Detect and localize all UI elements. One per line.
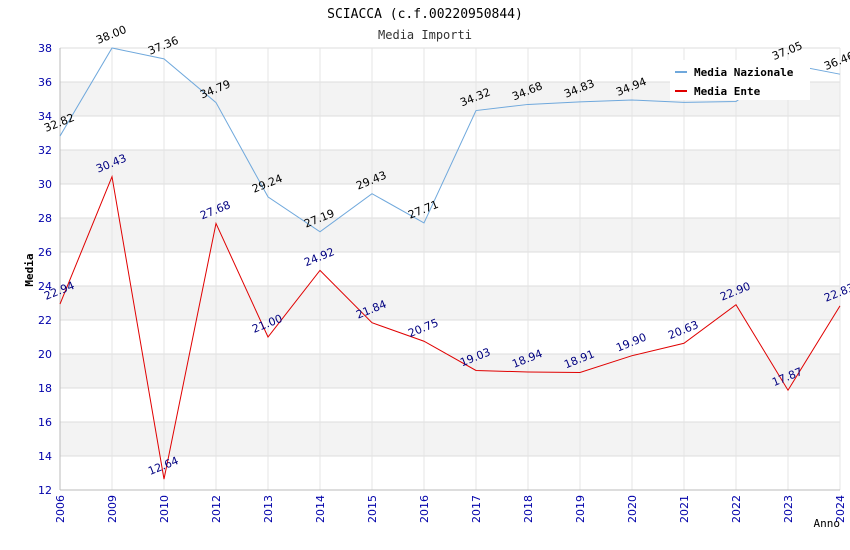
y-tick-label: 12	[38, 484, 52, 497]
x-tick-label: 2009	[106, 495, 119, 523]
y-tick-label: 30	[38, 178, 52, 191]
x-axis-label: Anno	[814, 517, 841, 530]
x-tick-label: 2012	[210, 495, 223, 523]
data-label: 20.63	[666, 318, 700, 342]
x-tick-label: 2018	[522, 495, 535, 523]
x-tick-label: 2016	[418, 495, 431, 523]
data-label: 36.46	[822, 49, 850, 73]
x-tick-label: 2015	[366, 495, 379, 523]
data-label: 38.00	[94, 23, 128, 47]
y-tick-label: 32	[38, 144, 52, 157]
y-tick-label: 26	[38, 246, 52, 259]
y-tick-label: 38	[38, 42, 52, 55]
chart-title: SCIACCA (c.f.00220950844)	[327, 7, 523, 22]
grid-band	[60, 354, 840, 388]
legend-entry: Media Ente	[694, 85, 761, 98]
data-label: 37.05	[770, 39, 804, 63]
legend-box	[670, 60, 810, 100]
data-label: 37.36	[146, 34, 180, 58]
grid-band	[60, 286, 840, 320]
x-tick-labels: 2006 2009 2010 2012 2013 2014 2015 2016 2017 2018…	[54, 495, 847, 523]
x-tick-label: 2019	[574, 495, 587, 523]
x-tick-label: 2020	[626, 495, 639, 523]
x-tick-label: 2022	[730, 495, 743, 523]
grid-lines	[59, 47, 841, 491]
y-tick-label: 24	[38, 280, 52, 293]
y-axis-label: Media	[23, 253, 36, 286]
y-tick-label: 22	[38, 314, 52, 327]
grid-band	[60, 218, 840, 252]
x-tick-label: 2013	[262, 495, 275, 523]
grid-bands	[60, 82, 840, 456]
chart-subtitle: Media Importi	[378, 28, 472, 42]
series-line-media-ente	[59, 174, 841, 480]
x-tick-label: 2017	[470, 495, 483, 523]
y-tick-labels: 12 14 16 18 20 22 24 26 28 30 32 34 36 38	[38, 42, 52, 497]
y-tick-label: 20	[38, 348, 52, 361]
x-tick-label: 2023	[782, 495, 795, 523]
x-tick-label: 2014	[314, 495, 327, 523]
y-tick-label: 16	[38, 416, 52, 429]
y-tick-label: 34	[38, 110, 52, 123]
series-line-media-nazionale	[59, 47, 841, 233]
data-label: 19.90	[614, 331, 648, 355]
y-tick-label: 18	[38, 382, 52, 395]
x-tick-label: 2010	[158, 495, 171, 523]
x-tick-label: 2021	[678, 495, 691, 523]
series-lines	[59, 47, 841, 480]
y-tick-label: 36	[38, 76, 52, 89]
legend: Media Nazionale Media Ente	[670, 60, 810, 100]
y-tick-label: 14	[38, 450, 52, 463]
x-tick-label: 2006	[54, 495, 67, 523]
x-tick-label: 2024	[834, 495, 847, 523]
y-tick-label: 28	[38, 212, 52, 225]
grid-band	[60, 422, 840, 456]
legend-entry: Media Nazionale	[694, 66, 794, 79]
